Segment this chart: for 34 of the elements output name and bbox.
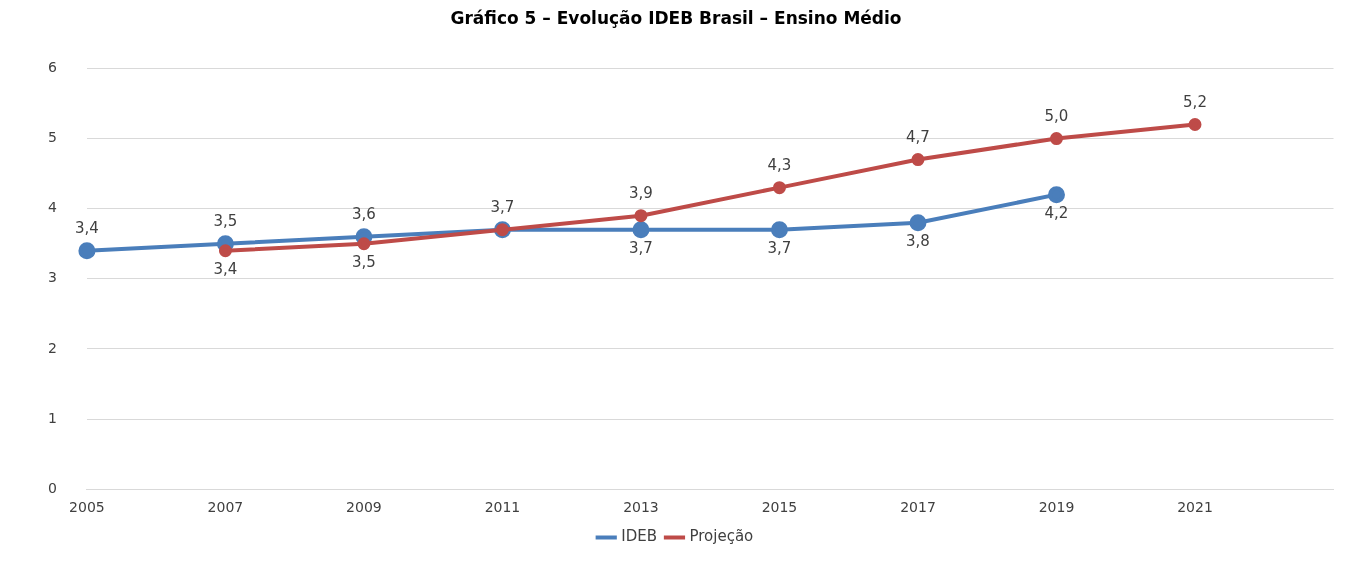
data-label: 3,7: [629, 239, 653, 258]
x-tick-label: 2021: [1177, 499, 1213, 516]
y-tick-label: 5: [47, 129, 57, 146]
x-tick-label: 2015: [761, 499, 798, 516]
data-label: 3,7: [767, 239, 792, 258]
x-tick-label: 2007: [207, 499, 244, 516]
legend-label: Projeção: [689, 527, 754, 546]
data-label: 5,0: [1044, 106, 1069, 125]
y-tick-label: 6: [47, 59, 57, 76]
x-tick-label: 2013: [623, 499, 659, 516]
data-label: 3,4: [74, 219, 99, 238]
y-tick-label: 1: [47, 409, 57, 426]
data-label: 3,5: [213, 212, 238, 231]
x-tick-label: 2019: [1038, 499, 1075, 516]
data-label: 3,7: [490, 198, 515, 217]
data-label: 3,9: [629, 184, 653, 203]
data-label: 5,2: [1183, 92, 1207, 111]
y-tick-label: 2: [47, 339, 57, 356]
data-label: 4,3: [767, 156, 792, 175]
x-tick-label: 2005: [69, 499, 105, 516]
y-tick-label: 0: [47, 479, 57, 496]
x-tick-label: 2011: [484, 499, 521, 516]
data-label: 3,4: [213, 260, 238, 279]
x-tick-label: 2009: [346, 499, 382, 516]
data-label: 3,5: [352, 253, 376, 272]
legend-label: IDEB: [621, 527, 657, 546]
data-label: 3,8: [906, 232, 930, 251]
chart-title: Gráfico 5 – Evolução IDEB Brasil – Ensino Médio: [449, 8, 903, 30]
y-tick-label: 3: [47, 269, 57, 286]
data-label: 4,7: [906, 127, 930, 146]
data-label: 3,6: [352, 205, 376, 224]
data-label: 4,2: [1044, 204, 1069, 223]
y-tick-label: 4: [47, 199, 57, 216]
x-tick-label: 2017: [900, 499, 936, 516]
